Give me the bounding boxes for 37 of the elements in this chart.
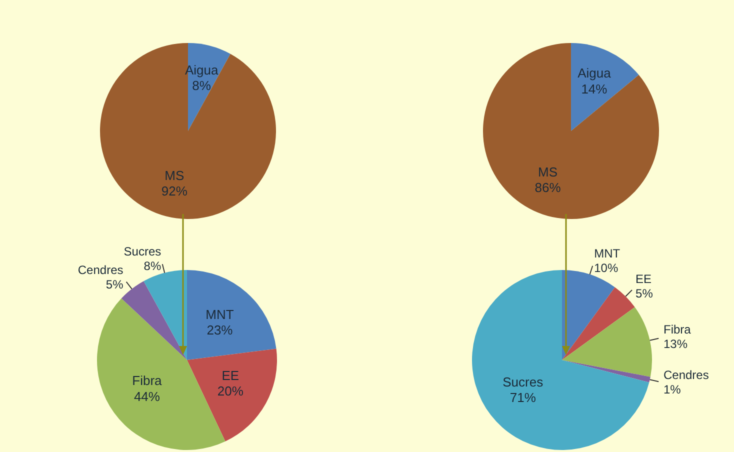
- slice-label: Cendres: [78, 263, 124, 278]
- data-label: 5%: [636, 286, 654, 300]
- slice-label: EE: [636, 272, 652, 286]
- slice-label: EE: [222, 368, 240, 383]
- slice-label: Fibra: [663, 322, 692, 337]
- slice-label: Fibra: [132, 373, 163, 388]
- slice-label: Sucres: [124, 244, 162, 259]
- data-label: 8%: [144, 259, 162, 274]
- pie-slice: [571, 43, 639, 131]
- data-label: 14%: [581, 81, 608, 96]
- data-label: 5%: [106, 278, 124, 292]
- slice-label: MNT: [206, 306, 234, 322]
- data-label: 23%: [206, 322, 234, 338]
- data-label: 92%: [161, 184, 188, 199]
- slice-label: MNT: [594, 246, 621, 260]
- slice-label: Aigua: [578, 66, 612, 81]
- pie-slice: [562, 307, 652, 377]
- slice-label: Cendres: [663, 368, 709, 382]
- pie-slice: [187, 348, 277, 442]
- data-label: 1%: [663, 382, 682, 396]
- pie-slice: [100, 43, 276, 219]
- pie-slice: [562, 287, 635, 360]
- data-label: 8%: [192, 78, 212, 93]
- pie-slice: [121, 281, 187, 360]
- data-label: 71%: [510, 390, 536, 406]
- data-label: 86%: [534, 180, 562, 196]
- pie-slice: [144, 270, 187, 360]
- pie-slice: [483, 43, 659, 219]
- data-label: 10%: [594, 260, 618, 275]
- pie-slice: [187, 270, 276, 360]
- data-label: 20%: [217, 384, 244, 399]
- pie-slice: [562, 360, 650, 382]
- slice-label: Sucres: [502, 374, 544, 390]
- slice-label: MS: [538, 164, 558, 180]
- data-label: 13%: [663, 337, 688, 352]
- data-label: 44%: [134, 388, 160, 404]
- slice-label: MS: [164, 168, 185, 183]
